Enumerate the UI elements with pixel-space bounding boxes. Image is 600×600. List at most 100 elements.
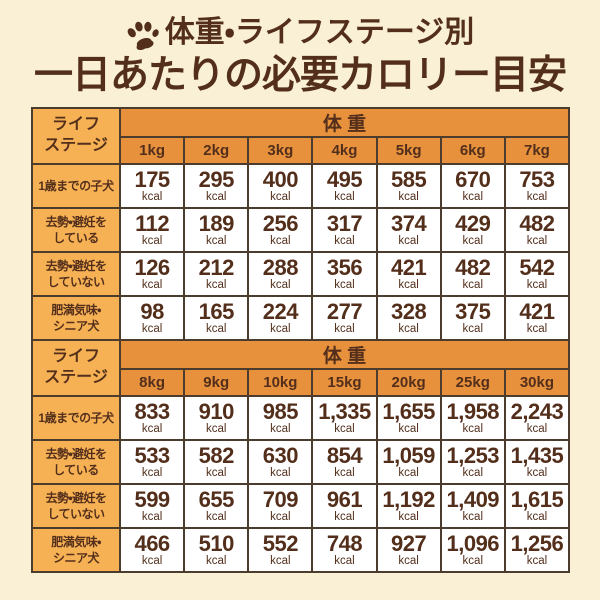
kcal-value: 317: [326, 210, 363, 236]
kcal-value: 421: [519, 298, 555, 324]
kcal-value: 98: [140, 298, 164, 324]
kcal-value: 585: [391, 166, 427, 192]
value-cell: 1,958 kcal: [439, 394, 506, 441]
kcal-unit: kcal: [526, 278, 548, 291]
row-label-cell: 肥満気味・ シニア犬: [31, 526, 121, 573]
kcal-unit: kcal: [141, 190, 163, 203]
kcal-unit: kcal: [334, 234, 355, 247]
value-cell: 910 kcal: [183, 394, 250, 441]
kcal-unit: kcal: [334, 322, 355, 335]
weight-col-header: 30kg: [503, 367, 571, 397]
kcal-unit: kcal: [526, 466, 548, 479]
kcal-unit: kcal: [526, 322, 548, 335]
value-cell: 421 kcal: [503, 294, 571, 341]
table-row: 去勢・避妊を している 112 kcal 189 kcal 256 kcal 317 kcal 37…: [31, 206, 571, 253]
kcal-unit: kcal: [398, 510, 419, 523]
kcal-value: 927: [391, 530, 427, 556]
kcal-value: 288: [262, 254, 299, 280]
kcal-unit: kcal: [526, 554, 548, 567]
row-label-line: 1歳までの子犬: [38, 410, 114, 425]
value-cell: 1,435 kcal: [503, 438, 571, 485]
kcal-unit: kcal: [270, 466, 291, 479]
value-cell: 212 kcal: [183, 250, 250, 297]
row-label-cell: 去勢・避妊を している: [31, 438, 121, 485]
kcal-unit: kcal: [398, 554, 419, 567]
kcal-value: 1,409: [446, 486, 500, 512]
weight-col-header: 15kg: [311, 367, 378, 397]
kcal-unit: kcal: [205, 422, 227, 435]
kcal-unit: kcal: [398, 466, 419, 479]
table-row: 去勢・避妊を していない 599 kcal 655 kcal 709 kcal 961 kcal 1…: [31, 482, 571, 529]
kcal-value: 256: [262, 210, 299, 236]
value-cell: 1,655 kcal: [375, 394, 442, 441]
kcal-unit: kcal: [398, 190, 419, 203]
row-label-line: 去勢・避妊を: [45, 446, 107, 461]
value-cell: 985 kcal: [247, 394, 314, 441]
kcal-unit: kcal: [205, 190, 227, 203]
life-stage-header-cell: ライフ ステージ: [31, 338, 121, 397]
value-cell: 482 kcal: [503, 206, 571, 253]
table-row: 1歳までの子犬 175 kcal 295 kcal 400 kcal 495 kcal 585 kc…: [31, 162, 571, 209]
value-cell: 585 kcal: [375, 162, 442, 209]
value-cell: 599 kcal: [118, 482, 186, 529]
kcal-value: 356: [326, 254, 363, 280]
weight-col-header: 1kg: [118, 135, 186, 165]
kcal-value: 910: [198, 398, 235, 424]
value-cell: 165 kcal: [183, 294, 250, 341]
kcal-value: 175: [134, 166, 170, 192]
kcal-value: 2,243: [510, 398, 564, 424]
value-cell: 175 kcal: [118, 162, 186, 209]
kcal-value: 670: [455, 166, 491, 192]
kcal-value: 542: [519, 254, 555, 280]
row-label-line: していない: [47, 506, 105, 521]
weight-col-header: 8kg: [118, 367, 186, 397]
kcal-unit: kcal: [270, 554, 291, 567]
kcal-value: 400: [262, 166, 299, 192]
kcal-unit: kcal: [462, 322, 483, 335]
value-cell: 854 kcal: [311, 438, 378, 485]
kcal-unit: kcal: [141, 422, 163, 435]
kcal-value: 709: [262, 486, 299, 512]
value-cell: 189 kcal: [183, 206, 250, 253]
kcal-value: 510: [198, 530, 235, 556]
weight-col-header: 2kg: [183, 135, 250, 165]
value-cell: 1,059 kcal: [375, 438, 442, 485]
kcal-unit: kcal: [141, 278, 163, 291]
row-label-line: 去勢・避妊を: [45, 258, 107, 273]
value-cell: 288 kcal: [247, 250, 314, 297]
calorie-table-1-to-7kg: ライフ ステージ体 重 1kg 2kg 3kg 4kg 5kg 6kg 7kg 1歳までの子犬 17…: [31, 106, 571, 341]
kcal-unit: kcal: [462, 278, 483, 291]
kcal-unit: kcal: [462, 190, 483, 203]
kcal-unit: kcal: [141, 234, 163, 247]
value-cell: 1,253 kcal: [439, 438, 506, 485]
table-row: 去勢・避妊を している 533 kcal 582 kcal 630 kcal 854 kcal 1,…: [31, 438, 571, 485]
row-label-line: している: [53, 230, 99, 245]
kcal-unit: kcal: [205, 278, 227, 291]
kcal-unit: kcal: [462, 466, 483, 479]
weight-header-cell: 体 重: [119, 106, 570, 138]
kcal-unit: kcal: [334, 278, 355, 291]
kcal-value: 533: [134, 442, 170, 468]
value-cell: 482 kcal: [439, 250, 506, 297]
kcal-value: 961: [326, 486, 363, 512]
kcal-value: 421: [391, 254, 427, 280]
value-cell: 510 kcal: [183, 526, 250, 573]
value-cell: 1,096 kcal: [439, 526, 506, 573]
kcal-unit: kcal: [270, 190, 291, 203]
life-stage-header-line: ライフ: [51, 348, 100, 366]
value-cell: 495 kcal: [311, 162, 378, 209]
kcal-value: 985: [262, 398, 299, 424]
weight-col-header: 7kg: [503, 135, 571, 165]
value-cell: 709 kcal: [247, 482, 314, 529]
paw-icon: [126, 19, 159, 50]
row-label-line: 1歳までの子犬: [38, 178, 114, 193]
value-cell: 630 kcal: [247, 438, 314, 485]
value-cell: 748 kcal: [311, 526, 378, 573]
kcal-unit: kcal: [334, 554, 355, 567]
kcal-value: 1,059: [382, 442, 435, 468]
kcal-unit: kcal: [205, 322, 227, 335]
row-label-line: していない: [47, 274, 105, 289]
kcal-unit: kcal: [526, 510, 548, 523]
table-row: 肥満気味・ シニア犬 466 kcal 510 kcal 552 kcal 748 kcal 927…: [31, 526, 571, 573]
row-label-line: 去勢・避妊を: [45, 214, 107, 229]
